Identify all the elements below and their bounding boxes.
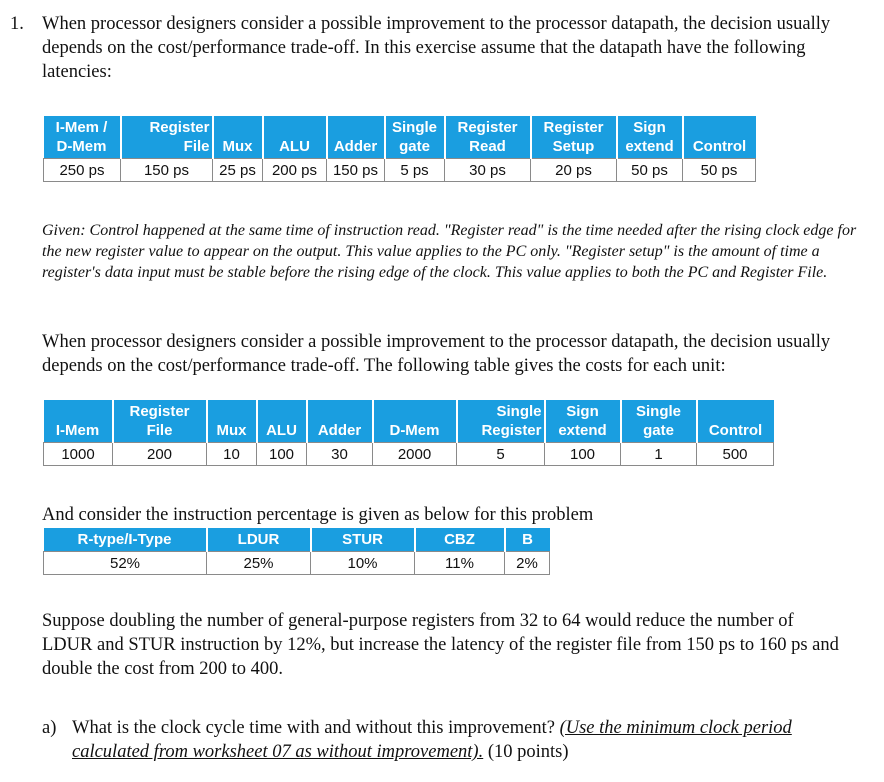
cost-header-dmem: D-Mem [372,400,458,443]
latency-header-register-setup: Register Setup [530,116,618,159]
cost-header-sign-extend: Sign extend [544,400,622,443]
part-a-question-text: What is the clock cycle time with and wi… [72,718,555,738]
instr-value-stur: 10% [310,551,415,575]
latency-value-register-file: 150 ps [120,158,213,182]
cost-header-adder: Adder [306,400,374,443]
latency-value-control: 50 ps [682,158,756,182]
cost-value-control: 500 [696,442,774,466]
cost-header-single-register: Single Register [456,400,546,443]
instruction-table-row: 52% 25% 10% 11% 2% [43,551,550,575]
instr-header-stur: STUR [310,528,416,552]
instruction-table: R-type/I-Type LDUR STUR CBZ B 52% 25% 10… [43,528,550,575]
cost-intro: When processor designers consider a poss… [42,332,831,376]
instr-header-b: B [504,528,550,552]
cost-header-alu: ALU [256,400,308,443]
instruction-table-header: R-type/I-Type LDUR STUR CBZ B [43,528,550,552]
latency-header-mux: Mux [212,116,264,159]
cost-value-register-file: 200 [112,442,207,466]
cost-value-mux: 10 [206,442,257,466]
latency-header-control: Control [682,116,756,159]
part-a-question: What is the clock cycle time with and wi… [72,716,862,764]
question-number: 1. [10,14,24,34]
latency-table: I-Mem / D-Mem Register File Mux ALU Adder … [43,116,756,182]
latency-table-header: I-Mem / D-Mem Register File Mux ALU Adder … [43,116,756,159]
part-a-points: (10 points) [487,742,569,762]
latency-header-single-gate: Single gate [384,116,446,159]
instr-value-cbz: 11% [414,551,505,575]
instr-value-ldur: 25% [206,551,311,575]
latency-value-sign-extend: 50 ps [616,158,683,182]
cost-value-single-gate: 1 [620,442,697,466]
cost-value-single-register: 5 [456,442,545,466]
latency-header-sign-extend: Sign extend [616,116,684,159]
latency-header-register-file: Register File [120,116,214,159]
cost-header-imem: I-Mem [43,400,114,443]
latency-value-register-read: 30 ps [444,158,531,182]
instr-value-b: 2% [504,551,550,575]
instr-value-rtype: 52% [43,551,207,575]
latency-header-imem: I-Mem / D-Mem [43,116,122,159]
cost-value-adder: 30 [306,442,373,466]
cost-header-single-gate: Single gate [620,400,698,443]
instr-header-ldur: LDUR [206,528,312,552]
part-a-hint: (Use the minimum clock period calculated… [72,718,792,762]
cost-value-alu: 100 [256,442,307,466]
latency-header-adder: Adder [326,116,386,159]
latency-value-register-setup: 20 ps [530,158,617,182]
cost-header-control: Control [696,400,774,443]
suppose-paragraph: Suppose doubling the number of general-p… [42,611,839,679]
latency-value-single-gate: 5 ps [384,158,445,182]
cost-value-sign-extend: 100 [544,442,621,466]
instr-header-cbz: CBZ [414,528,506,552]
latency-value-adder: 150 ps [326,158,385,182]
given-note: Given: Control happened at the same time… [42,222,857,281]
latency-header-alu: ALU [262,116,328,159]
latency-table-row: 250 ps 150 ps 25 ps 200 ps 150 ps 5 ps 3… [43,158,756,182]
cost-value-dmem: 2000 [372,442,457,466]
latency-value-imem: 250 ps [43,158,121,182]
cost-header-mux: Mux [206,400,258,443]
question-intro: When processor designers consider a poss… [42,14,831,82]
instr-header-rtype: R-type/I-Type [43,528,208,552]
latency-header-register-read: Register Read [444,116,532,159]
instruction-intro: And consider the instruction percentage … [42,505,594,525]
cost-value-imem: 1000 [43,442,113,466]
cost-table-row: 1000 200 10 100 30 2000 5 100 1 500 [43,442,774,466]
part-a-label: a) [42,718,57,738]
latency-value-mux: 25 ps [212,158,263,182]
cost-table: I-Mem Register File Mux ALU Adder D-Mem S… [43,400,774,466]
latency-value-alu: 200 ps [262,158,327,182]
cost-table-header: I-Mem Register File Mux ALU Adder D-Mem S… [43,400,774,443]
cost-header-register-file: Register File [112,400,208,443]
